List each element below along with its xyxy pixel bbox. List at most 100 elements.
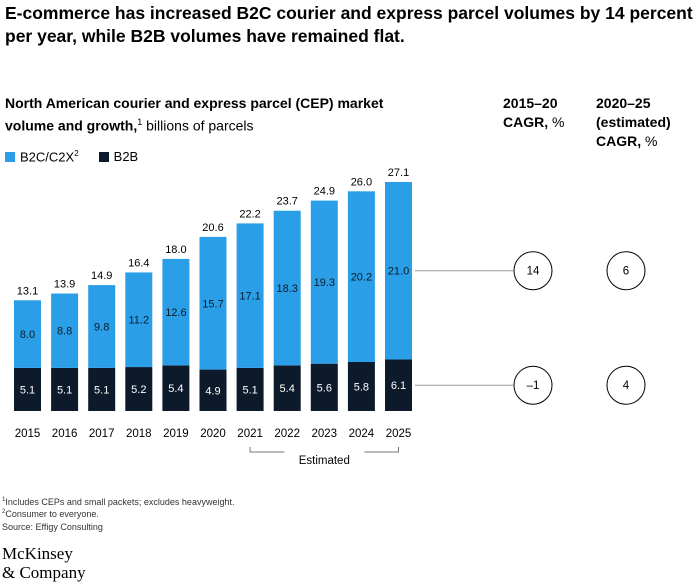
label-b2b-2016: 5.1 bbox=[57, 384, 72, 396]
cagr-circle-b2c-2015-20 bbox=[513, 251, 553, 291]
bar-b2c-2015 bbox=[14, 300, 41, 368]
label-total-2019: 18.0 bbox=[165, 244, 186, 256]
legend-label-b2c-sup: 2 bbox=[74, 149, 79, 158]
legend-label-b2c: B2C/C2X2 bbox=[20, 149, 79, 164]
label-b2c-2018: 11.2 bbox=[129, 315, 150, 327]
footnote-2: 2Consumer to everyone. bbox=[2, 509, 99, 519]
cagr-circle-b2c-2020-25 bbox=[606, 251, 646, 291]
estimated-label-bg bbox=[284, 444, 365, 460]
legend-label-b2b: B2B bbox=[113, 149, 139, 165]
mckinsey-logo: McKinsey & Company bbox=[2, 544, 86, 582]
bar-b2b-2025 bbox=[385, 359, 412, 411]
label-b2c-2025: 21.0 bbox=[388, 266, 409, 278]
label-b2c-2024: 20.2 bbox=[351, 272, 372, 284]
label-total-2023: 24.9 bbox=[314, 186, 335, 198]
label-b2b-2015: 5.1 bbox=[20, 384, 35, 396]
bar-b2b-2019 bbox=[162, 365, 190, 411]
legend-swatch-b2b bbox=[98, 151, 109, 162]
label-b2c-2015: 8.0 bbox=[20, 329, 35, 341]
label-b2b-2024: 5.8 bbox=[354, 381, 369, 393]
cagr-header-2020-25: 2020–25 (estimated) CAGR, % bbox=[596, 94, 696, 151]
bar-b2b-2016 bbox=[51, 367, 79, 411]
bar-b2c-2016 bbox=[51, 293, 79, 368]
legend-item-b2b: B2B bbox=[98, 149, 139, 165]
footnote-2-mark: 2 bbox=[2, 509, 6, 515]
label-total-2015: 13.1 bbox=[17, 285, 38, 297]
source-text: Source: Effigy Consulting bbox=[2, 522, 103, 532]
cagr-value-b2c-2015-20: 14 bbox=[527, 266, 540, 278]
label-b2b-2020: 4.9 bbox=[205, 385, 220, 397]
label-total-2024: 26.0 bbox=[351, 176, 372, 188]
label-b2c-2019: 12.6 bbox=[165, 307, 186, 319]
bar-b2c-2021 bbox=[236, 223, 264, 368]
bar-b2c-2019 bbox=[162, 258, 190, 366]
label-b2c-2023: 19.3 bbox=[314, 277, 335, 289]
bar-b2b-2015 bbox=[14, 367, 41, 411]
label-b2b-2025: 6.1 bbox=[391, 380, 406, 392]
bar-b2b-2024 bbox=[347, 361, 375, 411]
legend-swatch-b2c bbox=[5, 151, 15, 162]
tick-label-2024: 2024 bbox=[349, 428, 375, 440]
bar-b2c-2018 bbox=[125, 272, 153, 368]
label-b2c-2022: 18.3 bbox=[276, 283, 297, 295]
label-b2c-2017: 9.8 bbox=[94, 322, 109, 334]
subtitle-footnote-mark: 1 bbox=[137, 117, 143, 127]
bar-b2c-2020 bbox=[199, 236, 227, 370]
legend-label-b2c-text: B2C/C2X bbox=[20, 149, 75, 165]
bar-b2c-2017 bbox=[88, 285, 116, 368]
footnote-2-text: Consumer to everyone. bbox=[5, 509, 99, 519]
tick-label-2021: 2021 bbox=[237, 428, 263, 440]
tick-label-2019: 2019 bbox=[163, 428, 189, 440]
cagr-header-2015-20: 2015–20 CAGR, % bbox=[503, 94, 593, 132]
footnote-1: 1Includes CEPs and small packets; exclud… bbox=[2, 497, 234, 507]
tick-label-2017: 2017 bbox=[89, 428, 115, 440]
label-b2b-2018: 5.2 bbox=[131, 384, 146, 396]
bar-b2c-2025 bbox=[385, 182, 412, 360]
cagr-circle-b2b-2015-20 bbox=[513, 365, 553, 405]
cagr-header-2015-20-label: 2015–20 CAGR, bbox=[503, 95, 558, 130]
bar-b2b-2018 bbox=[125, 367, 153, 411]
bar-b2c-2023 bbox=[310, 200, 338, 364]
bar-b2b-2022 bbox=[273, 365, 301, 411]
bar-b2b-2023 bbox=[310, 363, 338, 411]
bar-b2b-2020 bbox=[199, 369, 227, 411]
bar-b2b-2021 bbox=[236, 367, 264, 411]
legend-item-b2c: B2C/C2X2 bbox=[5, 149, 79, 164]
footnote-1-text: Includes CEPs and small packets; exclude… bbox=[5, 497, 235, 507]
headline: E-commerce has increased B2C courier and… bbox=[5, 3, 693, 46]
tick-label-2016: 2016 bbox=[52, 428, 78, 440]
label-b2b-2017: 5.1 bbox=[94, 384, 109, 396]
label-b2b-2023: 5.6 bbox=[317, 382, 332, 394]
label-b2b-2022: 5.4 bbox=[280, 383, 295, 395]
cagr-header-2015-20-unit: % bbox=[548, 114, 565, 130]
tick-label-2018: 2018 bbox=[126, 428, 152, 440]
cagr-header-2020-25-label: 2020–25 (estimated) CAGR, bbox=[596, 95, 671, 149]
label-total-2021: 22.2 bbox=[239, 208, 260, 220]
bar-b2c-2022 bbox=[273, 210, 301, 366]
label-b2c-2016: 8.8 bbox=[57, 326, 72, 338]
chart-legend: B2C/C2X2 B2B bbox=[5, 149, 150, 164]
cagr-value-b2b-2015-20: –1 bbox=[527, 380, 540, 392]
label-b2c-2021: 17.1 bbox=[239, 291, 260, 303]
label-total-2020: 20.6 bbox=[202, 222, 223, 234]
label-total-2016: 13.9 bbox=[54, 279, 75, 291]
label-b2b-2021: 5.1 bbox=[242, 384, 257, 396]
label-b2b-2019: 5.4 bbox=[168, 383, 183, 395]
footnote-1-mark: 1 bbox=[2, 497, 6, 503]
tick-label-2015: 2015 bbox=[15, 428, 41, 440]
source-note: Source: Effigy Consulting bbox=[2, 522, 103, 532]
chart-subtitle: North American courier and express parce… bbox=[5, 94, 425, 136]
cagr-value-b2c-2020-25: 6 bbox=[623, 266, 629, 278]
bar-b2c-2024 bbox=[347, 191, 375, 362]
label-b2c-2020: 15.7 bbox=[202, 298, 223, 310]
label-total-2022: 23.7 bbox=[276, 196, 297, 208]
cagr-header-2020-25-unit: % bbox=[641, 133, 658, 149]
tick-label-2023: 2023 bbox=[312, 428, 338, 440]
tick-label-2025: 2025 bbox=[386, 428, 412, 440]
logo-line-1: McKinsey bbox=[2, 544, 73, 563]
label-total-2017: 14.9 bbox=[91, 270, 112, 282]
tick-label-2020: 2020 bbox=[200, 428, 226, 440]
cagr-circle-b2b-2020-25 bbox=[606, 365, 646, 405]
tick-label-2022: 2022 bbox=[274, 428, 300, 440]
